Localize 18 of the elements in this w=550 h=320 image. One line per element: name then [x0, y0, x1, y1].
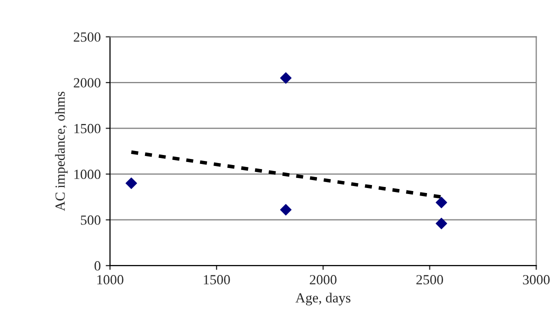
x-tick-label: 2000 [310, 275, 336, 284]
point [280, 204, 292, 216]
y-axis-title: AC impedance, ohms [55, 92, 68, 212]
y-tick-label: 1000 [74, 170, 100, 180]
point [280, 72, 292, 84]
x-tick-label: 1000 [97, 275, 124, 284]
x-tick-label: 3000 [523, 275, 550, 284]
y-tick-label: 2000 [74, 78, 100, 88]
y-tick-label: 1500 [74, 124, 100, 134]
x-axis-title: Age, days [295, 292, 350, 306]
point [436, 196, 448, 208]
x-tick-label: 1500 [204, 275, 230, 284]
y-tick-label: 500 [80, 215, 100, 225]
y-tick-label: 2500 [74, 32, 100, 42]
point [436, 218, 448, 230]
y-tick-label: 0 [94, 261, 100, 271]
x-tick-label: 2500 [416, 275, 444, 284]
point [126, 178, 138, 189]
